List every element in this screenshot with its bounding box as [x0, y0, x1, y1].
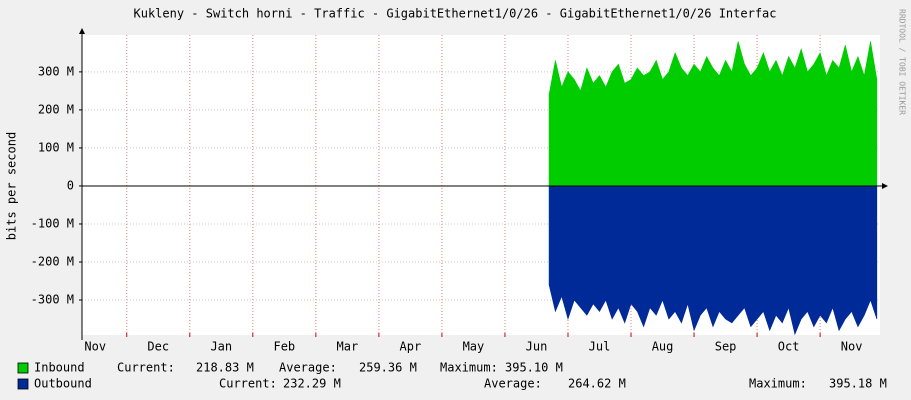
x-tick-label: Nov [84, 340, 106, 354]
stat-label: Current: [117, 361, 175, 375]
y-axis-label: bits per second [5, 132, 19, 240]
legend-swatch [17, 378, 29, 390]
watermark: RRDTOOL / TOBI OETIKER [898, 9, 907, 115]
x-tick-label: Jun [526, 340, 548, 354]
x-tick-label: Dec [147, 340, 169, 354]
area-0 [548, 41, 878, 187]
area-1 [548, 185, 878, 336]
y-axis-arrow [79, 28, 85, 34]
x-tick-label: Aug [652, 340, 674, 354]
y-tick-label: -300 M [31, 293, 74, 307]
y-tick-label: -200 M [31, 254, 74, 268]
stat-label: Average: [484, 377, 542, 391]
stat-value: 259.36 M [359, 361, 417, 375]
stat-label: Average: [279, 361, 337, 375]
x-tick-label: Feb [273, 340, 295, 354]
y-tick-label: 300 M [38, 64, 74, 78]
stat-value: 232.29 M [283, 377, 341, 391]
x-tick-label: Sep [715, 340, 737, 354]
stat-label: Current: [219, 377, 277, 391]
stat-value: 395.10 M [505, 361, 563, 375]
legend-swatch [17, 362, 29, 374]
legend-label: Inbound [34, 361, 85, 375]
stat-label: Maximum: [749, 377, 807, 391]
y-tick-label: 100 M [38, 140, 74, 154]
x-tick-label: May [463, 340, 485, 354]
x-tick-label: Jan [210, 340, 232, 354]
x-tick-label: Mar [337, 340, 359, 354]
x-tick-label: Nov [841, 340, 863, 354]
y-tick-label: -100 M [31, 216, 74, 230]
stat-value: 218.83 M [196, 361, 254, 375]
x-axis-arrow [882, 183, 888, 189]
legend-label: Outbound [34, 377, 92, 391]
stat-value: 264.62 M [568, 377, 626, 391]
chart-title: Kukleny - Switch horni - Traffic - Gigab… [134, 7, 777, 21]
x-tick-label: Oct [778, 340, 800, 354]
y-tick-label: 0 [67, 178, 74, 192]
x-tick-label: Jul [589, 340, 611, 354]
stat-value: 395.18 M [829, 377, 887, 391]
y-tick-label: 200 M [38, 102, 74, 116]
x-tick-label: Apr [400, 340, 422, 354]
axes [79, 28, 888, 340]
stat-label: Maximum: [440, 361, 498, 375]
